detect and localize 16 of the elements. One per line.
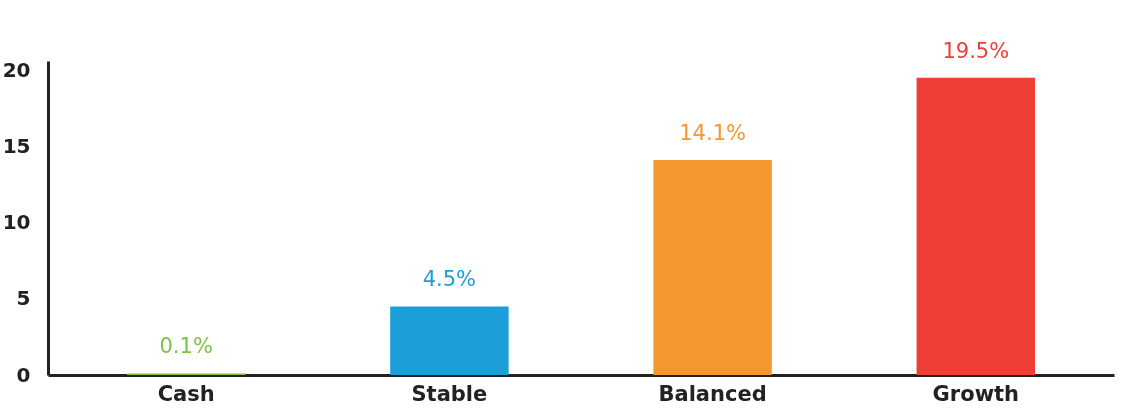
data-label: 19.5% <box>942 38 1010 63</box>
y-tick-label: 5 <box>16 286 31 311</box>
data-label: 0.1% <box>159 334 213 359</box>
x-tick-label: Cash <box>157 381 215 406</box>
y-tick-label: 15 <box>2 133 31 158</box>
bar <box>653 160 772 375</box>
data-label: 4.5% <box>422 267 477 292</box>
y-tick-label: 20 <box>2 57 31 82</box>
bar <box>390 306 509 375</box>
y-tick-label: 10 <box>2 210 31 235</box>
x-tick-label: Growth <box>932 381 1020 406</box>
x-tick-label: Balanced <box>658 381 767 406</box>
bar <box>916 77 1036 375</box>
x-tick-label: Stable <box>411 381 488 406</box>
y-tick-label: 0 <box>16 362 31 387</box>
data-label: 14.1% <box>679 121 746 146</box>
